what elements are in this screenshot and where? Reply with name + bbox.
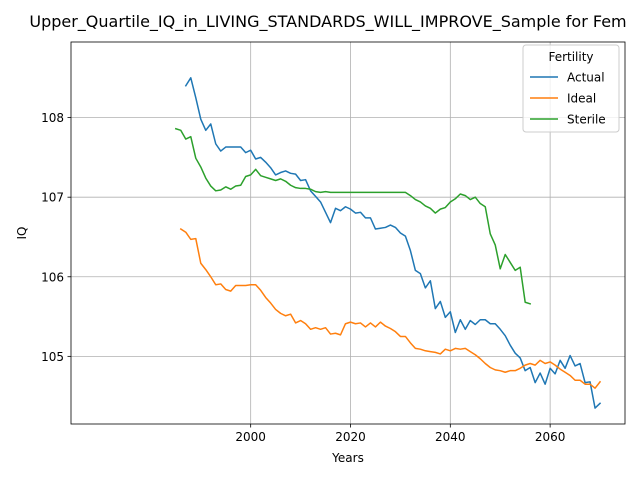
- chart-title: Upper_Quartile_IQ_in_LIVING_STANDARDS_WI…: [29, 12, 626, 32]
- axis-ticks: 2000 2020 2040 2060 105 106 107 108: [41, 111, 565, 444]
- legend-label-actual: Actual: [567, 71, 605, 85]
- y-tick-label: 105: [41, 350, 64, 364]
- y-axis-label: IQ: [15, 227, 29, 240]
- x-axis-label: Years: [331, 451, 364, 465]
- y-tick-label: 107: [41, 191, 64, 205]
- plot-frame: [70, 41, 626, 425]
- legend: Fertility Actual Ideal Sterile: [522, 44, 620, 133]
- legend-box: [522, 44, 620, 133]
- x-tick-label: 2040: [435, 430, 466, 444]
- x-tick-label: 2060: [535, 430, 566, 444]
- legend-title: Fertility: [548, 50, 593, 64]
- series-line-ideal: [179, 227, 602, 389]
- series-lines: [174, 77, 602, 409]
- series-line-actual: [184, 77, 602, 409]
- x-tick-label: 2020: [335, 430, 366, 444]
- y-tick-label: 106: [41, 270, 64, 284]
- legend-label-sterile: Sterile: [567, 113, 606, 127]
- legend-label-ideal: Ideal: [567, 92, 596, 106]
- series-line-sterile: [174, 127, 532, 305]
- x-tick-label: 2000: [235, 430, 266, 444]
- y-tick-label: 108: [41, 111, 64, 125]
